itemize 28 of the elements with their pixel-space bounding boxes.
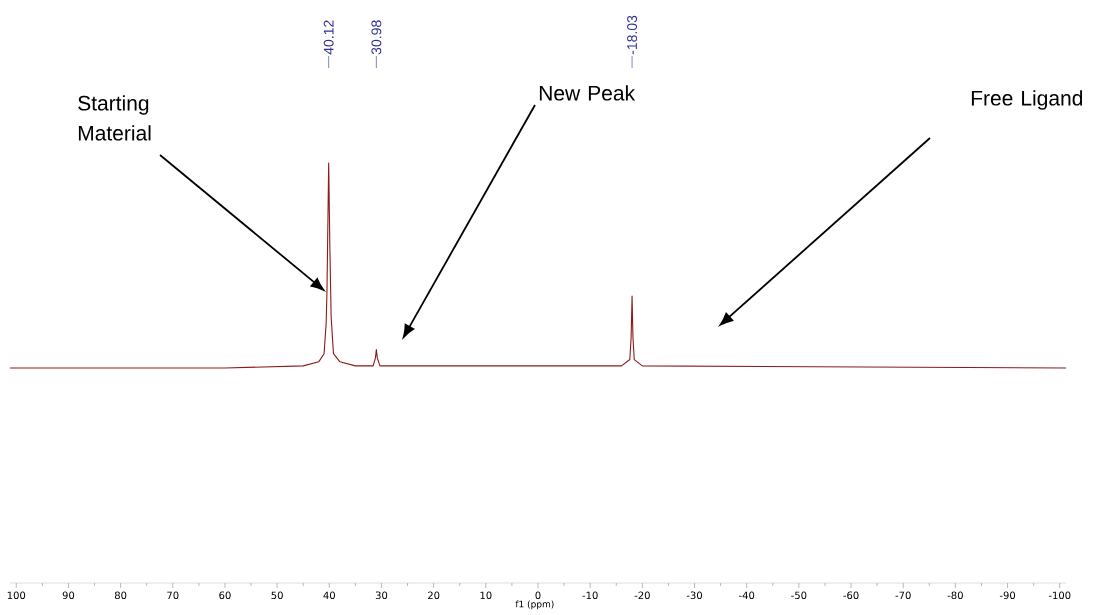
text: New Peak: [539, 85, 636, 101]
x-tick-label: 40: [323, 591, 335, 600]
x-tick-label: 10: [480, 591, 492, 600]
x-tick-label: 80: [114, 591, 127, 600]
x-tick-label: 90: [62, 591, 75, 600]
x-axis-title: f1 (ppm): [515, 600, 554, 610]
annotation: 30.98: [371, 20, 382, 55]
x-tick-label: -100: [1048, 591, 1071, 600]
x-tick-label: -50: [791, 591, 807, 600]
x-tick-label: 30: [375, 591, 388, 600]
x-tick-label: 60: [219, 591, 231, 600]
x-tick-label: -10: [582, 591, 598, 600]
x-tick-label: 50: [271, 591, 283, 600]
x-tick-label: -80: [947, 591, 963, 600]
x-tick-label: -20: [634, 591, 650, 600]
x-tick-label: -40: [739, 591, 755, 600]
x-tick-label: 20: [428, 591, 440, 600]
x-tick-label: 0: [535, 591, 541, 600]
x-tick-label: -90: [999, 591, 1016, 600]
x-tick-label: 100: [7, 591, 26, 600]
annotation: -18.03: [627, 15, 638, 55]
text: Starting Material: [78, 95, 151, 141]
annotation: 40.12: [323, 20, 334, 55]
x-tick-label: -60: [843, 591, 859, 600]
x-tick-label: -70: [895, 591, 911, 600]
x-tick-label: 70: [167, 591, 179, 600]
x-tick-label: -30: [686, 591, 703, 600]
text: Free Ligand: [971, 90, 1083, 110]
